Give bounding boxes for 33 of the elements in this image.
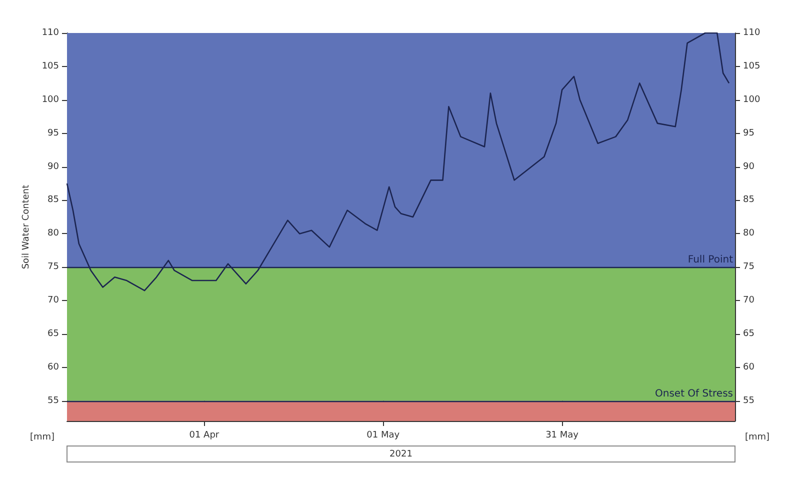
y2-tick-label: 110 [743,28,760,38]
text: [mm] [745,432,770,442]
x-axis-title: 2021 [390,450,412,460]
y-tick-label: 110 [42,28,60,38]
y2-tick-label: 95 [743,128,754,138]
y2-tick-label: 105 [743,61,760,72]
text: [mm] [30,432,55,442]
x-tick-label: 31 May [546,430,580,440]
y2-tick-label: 55 [743,396,754,406]
y-tick-label: 65 [48,329,59,340]
ref-line-label: Full Point [688,254,734,266]
y2-tick-label: 90 [743,162,755,172]
y-tick-label: 80 [48,228,60,239]
y2-tick-label: 75 [743,262,754,272]
y-tick-label: 70 [48,296,60,306]
y-tick-label: 105 [42,61,59,72]
y2-tick-label: 80 [743,228,755,239]
x-tick-label: 01 May [366,430,400,440]
ref-line-label: Onset Of Stress [655,388,733,400]
y-tick-label: 60 [48,362,60,372]
y-tick-label: 55 [48,396,59,406]
y-tick-label: 75 [48,262,59,272]
y-axis-title: Soil Water Content [21,184,32,270]
y2-tick-label: 65 [743,329,754,340]
y-tick-label: 100 [42,94,60,105]
y2-tick-label: 70 [743,296,755,306]
y-tick-label: 95 [48,128,59,138]
y-tick-label: 85 [48,195,59,206]
y2-tick-label: 60 [743,362,755,372]
y2-tick-label: 85 [743,195,754,206]
y2-tick-label: 100 [743,94,760,105]
y-tick-label: 90 [48,162,60,172]
x-tick-label: 01 Apr [189,430,220,440]
